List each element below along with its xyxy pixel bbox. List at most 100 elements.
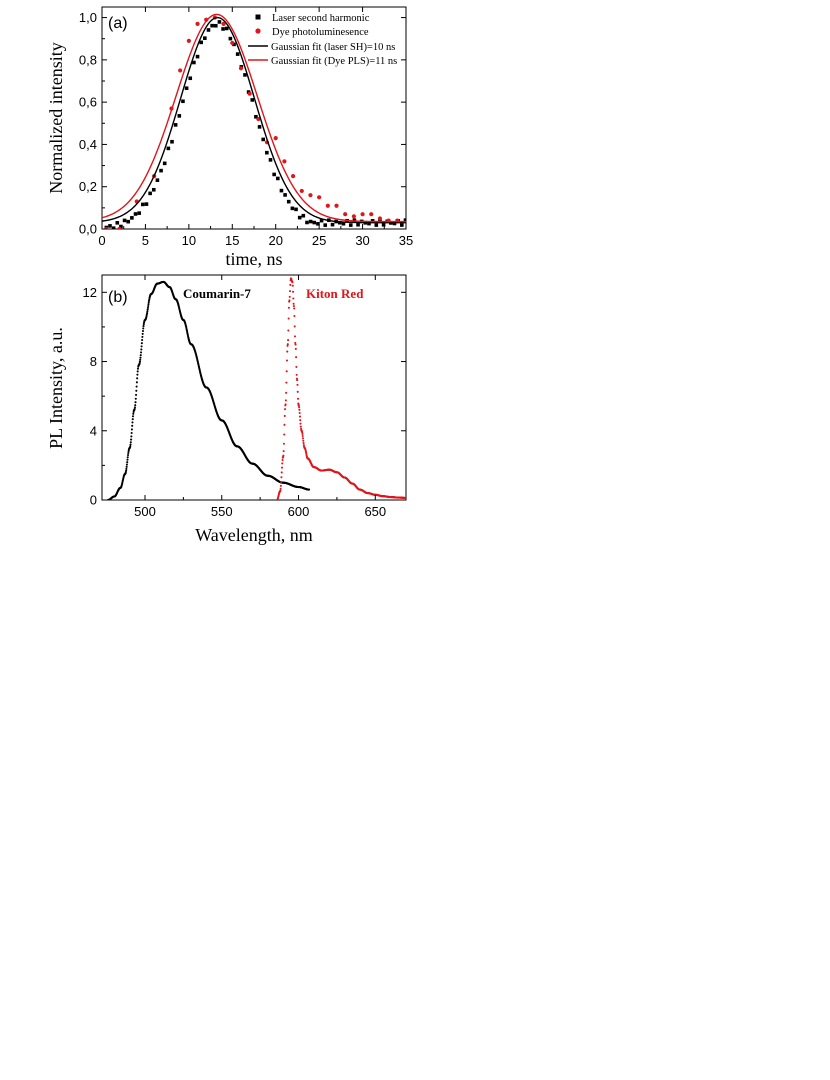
point-dye-pl [369,212,374,217]
point-coumarin-7 [146,312,149,315]
point-coumarin-7 [135,389,138,392]
panel-b-x-axis-title: Wavelength, nm [195,525,313,545]
point-kiton-red [282,450,285,453]
point-kiton-red [296,390,299,393]
point-laser-sh [367,221,371,226]
point-coumarin-7 [126,456,129,459]
point-laser-sh [305,220,309,225]
point-kiton-red [284,399,287,402]
panel-a-label: (a) [108,15,128,32]
series-coumarin-7 [107,280,311,500]
point-laser-sh [119,224,123,229]
point-kiton-red [286,344,289,347]
point-kiton-red [288,299,291,302]
point-laser-sh [381,222,386,227]
point-coumarin-7 [130,431,133,435]
point-coumarin-7 [139,356,142,359]
point-kiton-red [299,422,302,425]
point-coumarin-7 [135,385,138,388]
point-laser-sh [213,23,218,28]
point-coumarin-7 [139,354,142,357]
panel-a-y-ticks: 0,0 0,2 0,4 0,6 0,8 1,0 [79,10,406,237]
point-dye-pl [238,66,244,71]
point-coumarin-7 [126,458,129,461]
point-laser-sh [308,219,313,224]
legend-label-dye-pl: Dye photoluminesence [272,27,369,38]
point-dye-pl [343,212,348,217]
point-laser-sh [297,215,302,220]
point-laser-sh [250,98,255,102]
point-kiton-red [289,283,292,286]
point-coumarin-7 [125,469,128,472]
point-laser-sh [316,222,320,226]
point-kiton-red [279,484,282,487]
x-tick-label: 20 [268,233,282,248]
point-kiton-red [294,343,297,346]
point-laser-sh [199,40,203,45]
point-kiton-red [302,439,305,442]
point-laser-sh [374,223,379,227]
point-kiton-red [284,403,287,406]
point-kiton-red [301,431,304,434]
panel-b-y-axis-title: PL Intensity, a.u. [46,327,66,449]
point-coumarin-7 [146,308,149,311]
point-dye-pl [195,21,200,27]
point-laser-sh [203,36,207,40]
point-kiton-red [285,359,289,362]
point-kiton-red [298,406,301,409]
point-laser-sh [323,223,328,227]
point-kiton-red [287,317,290,320]
panel-a-y-axis-title: Normalized intensity [46,42,66,193]
point-dye-pl [299,188,304,194]
point-coumarin-7 [147,303,150,306]
point-coumarin-7 [142,325,145,328]
y-tick-label: 0 [90,493,97,508]
point-laser-sh [392,221,397,226]
point-coumarin-7 [125,467,128,470]
point-dye-pl [360,212,365,217]
point-laser-sh [126,219,131,224]
point-laser-sh [276,176,280,181]
legend-marker-dye-pl [255,28,261,34]
point-coumarin-7 [142,327,145,330]
y-tick-label: 4 [90,423,97,438]
point-kiton-red [298,415,302,418]
point-coumarin-7 [141,335,144,338]
point-laser-sh [403,218,406,222]
x-tick-label: 500 [134,504,156,519]
x-tick-label: 0 [98,233,105,248]
y-tick-label: 0,0 [79,222,97,237]
point-laser-sh [312,220,317,225]
x-tick-label: 600 [288,504,310,519]
point-laser-sh [235,52,240,56]
point-coumarin-7 [136,373,139,376]
point-kiton-red [302,444,305,447]
point-laser-sh [181,99,185,104]
point-coumarin-7 [139,351,143,354]
annotation-coumarin-7: Coumarin-7 [183,286,251,301]
x-tick-label: 5 [142,233,149,248]
point-kiton-red [286,350,289,353]
x-tick-label: 25 [312,233,326,248]
point-kiton-red [302,442,305,445]
point-kiton-red [279,487,282,490]
point-dye-pl [290,174,296,179]
point-kiton-red [295,365,298,368]
point-laser-sh [243,73,247,77]
panel-a-plot-area [102,13,406,229]
point-coumarin-7 [134,401,137,404]
point-kiton-red [285,391,288,394]
point-kiton-red [280,476,283,479]
point-dye-pl [117,226,122,229]
point-kiton-red [296,397,300,400]
point-coumarin-7 [146,310,149,313]
point-laser-sh [141,202,145,207]
point-coumarin-7 [135,381,138,384]
y-tick-label: 1,0 [79,10,97,25]
point-laser-sh [188,76,193,81]
x-tick-label: 35 [399,233,413,248]
point-laser-sh [159,168,163,173]
point-kiton-red [281,462,284,465]
point-coumarin-7 [136,367,140,370]
